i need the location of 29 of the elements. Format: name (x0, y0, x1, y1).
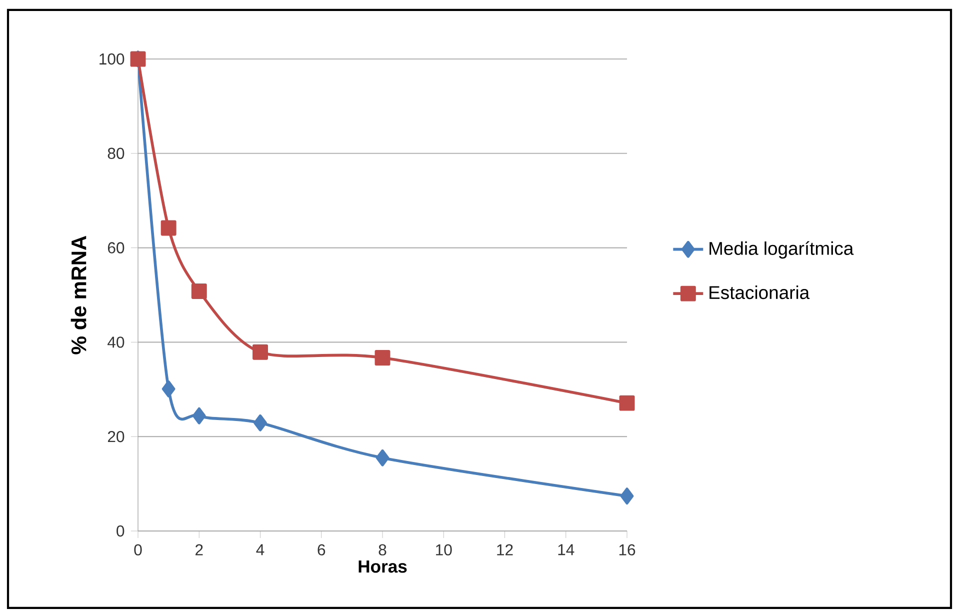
point (254, 414, 267, 432)
legend-label: Media logarítmica (710, 241, 854, 259)
y-tick-label: 60 (108, 242, 124, 254)
point (192, 407, 206, 424)
x-tick-label: 0 (134, 544, 142, 556)
y-tick-label: 40 (108, 336, 124, 348)
point (620, 488, 634, 504)
x-tick-label: 6 (318, 544, 326, 556)
x-tick-label: 2 (196, 544, 203, 556)
x-tick-label: 8 (378, 544, 386, 556)
y-tick-label: 100 (100, 53, 124, 65)
x-tick-label: 16 (619, 544, 636, 556)
y-tick-label: 80 (108, 148, 124, 159)
point (160, 220, 176, 236)
y-tick-label: 0 (116, 525, 124, 537)
y-tick-label: 20 (108, 430, 124, 442)
point (619, 395, 635, 411)
x-tick-label: 10 (436, 544, 452, 556)
point (191, 283, 207, 299)
x-tick-label: 12 (497, 544, 513, 556)
point (162, 380, 176, 398)
y-axis-title: % de mRNA (70, 236, 86, 354)
point (374, 350, 390, 366)
x-tick-label: 4 (256, 544, 264, 556)
legend-label: Estacionaria (710, 286, 810, 300)
x-axis-title: Horas (358, 560, 407, 573)
point (376, 449, 390, 466)
point (252, 344, 268, 360)
x-tick-label: 14 (558, 544, 574, 556)
